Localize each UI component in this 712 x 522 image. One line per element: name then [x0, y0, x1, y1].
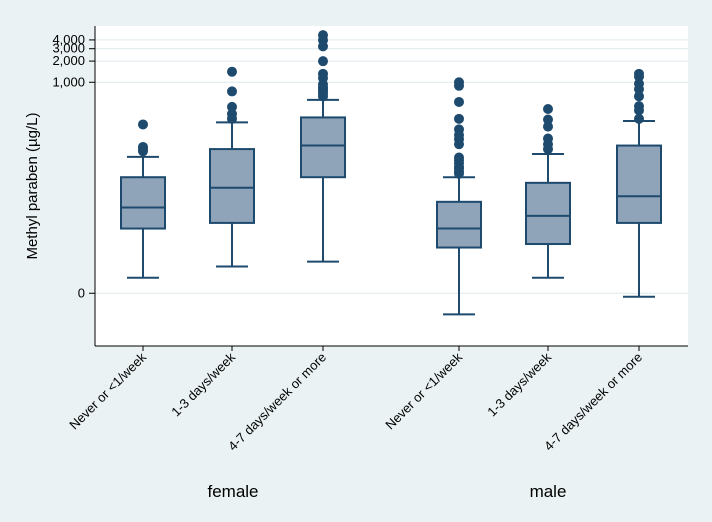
- outlier-point: [543, 103, 553, 114]
- y-tick-label: 1,000: [52, 74, 85, 89]
- box-male-2: [616, 68, 662, 298]
- outlier-point: [634, 91, 644, 102]
- gridlines: [95, 39, 688, 294]
- outlier-point: [454, 124, 464, 135]
- iqr-box: [436, 200, 482, 249]
- iqr-box: [525, 181, 571, 246]
- iqr-box: [120, 176, 166, 230]
- x-tick-label: 4-7 days/week or more: [225, 350, 329, 454]
- outlier-point: [634, 101, 644, 112]
- outlier-point: [634, 113, 644, 124]
- iqr-box: [300, 116, 346, 179]
- y-tick-label: 4,000: [52, 32, 85, 47]
- outlier-point: [634, 68, 644, 79]
- box-series: [120, 30, 662, 316]
- iqr-box: [616, 144, 662, 224]
- outlier-point: [634, 78, 644, 89]
- outlier-point: [138, 119, 148, 130]
- group-label-male: male: [530, 482, 567, 501]
- y-tick-label: 0: [78, 285, 85, 300]
- box-female-1: [209, 66, 255, 268]
- outlier-point: [318, 56, 328, 67]
- iqr-box: [209, 148, 255, 224]
- y-axis-title: Methyl paraben (µg/L): [24, 112, 41, 259]
- outlier-point: [318, 30, 328, 41]
- x-tick-label: 4-7 days/week or more: [541, 350, 645, 454]
- outlier-point: [227, 66, 237, 77]
- x-tick-label: 1-3 days/week: [484, 349, 554, 419]
- x-tick-label: Never or <1/week: [382, 349, 465, 432]
- box-female-2: [300, 30, 346, 263]
- outlier-point: [454, 77, 464, 88]
- plot-area: [95, 26, 688, 346]
- y-tick-label: 3,000: [52, 41, 85, 56]
- box-male-0: [436, 77, 482, 316]
- group-label-female: female: [207, 482, 258, 501]
- box-female-0: [120, 119, 166, 279]
- outlier-point: [543, 121, 553, 132]
- box-male-1: [525, 103, 571, 279]
- outlier-point: [227, 101, 237, 112]
- outlier-point: [543, 114, 553, 125]
- x-tick-label: 1-3 days/week: [168, 349, 238, 419]
- outlier-point: [454, 152, 464, 163]
- outlier-point: [138, 141, 148, 152]
- outlier-point: [227, 108, 237, 119]
- outlier-point: [318, 68, 328, 79]
- x-tick-label: Never or <1/week: [66, 349, 149, 432]
- outlier-point: [454, 113, 464, 124]
- outlier-point: [543, 133, 553, 144]
- outlier-point: [454, 96, 464, 107]
- outlier-point: [227, 86, 237, 97]
- y-tick-label: 2,000: [52, 53, 85, 68]
